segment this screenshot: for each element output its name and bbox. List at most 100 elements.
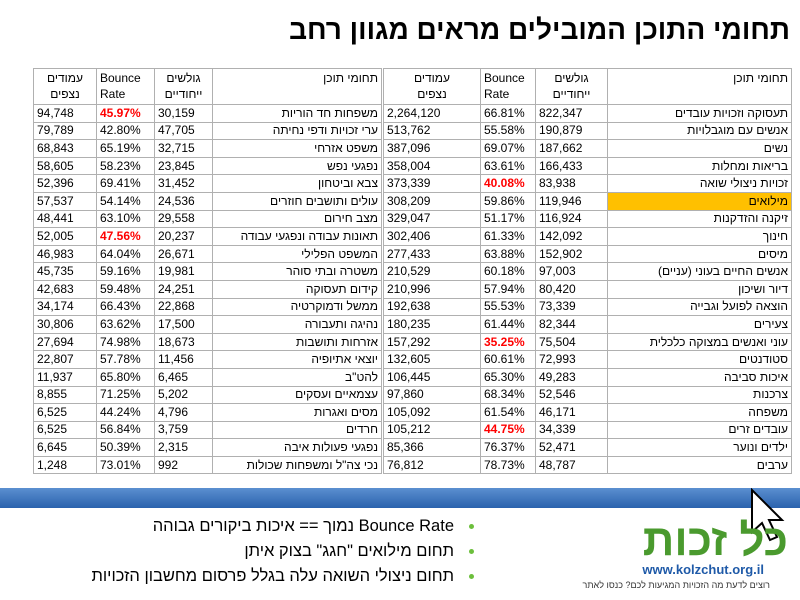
value-cell: 24,536 [154,191,213,211]
value-cell: 132,605 [383,350,481,369]
value-cell: 29,558 [154,209,213,229]
bullet-item: תחום ניצולי השואה עלה בגלל פרסום מחשבון … [91,565,478,590]
data-row: נפגעי פעולות איבה 2,315 50.39% 6,645 [33,438,382,457]
value-cell: 26,671 [154,244,213,264]
value-cell: 31,452 [154,174,213,193]
topic-cell: משפחה [607,403,792,422]
value-cell: 48,441 [33,209,97,229]
topic-cell: נהיגה ותעבורה [212,315,382,334]
value-cell: 47.56% [96,227,155,246]
data-row: מיסים 152,902 63.88% 277,433 [383,244,792,264]
topic-cell: יוצאי אתיופיה [212,350,382,369]
data-row: חינוך 142,092 61.33% 302,406 [383,227,792,246]
data-row: אנשים החיים בעוני (עניים) 97,003 60.18% 210… [383,262,792,281]
value-cell: 85,366 [383,438,481,457]
value-cell: 210,529 [383,262,481,281]
data-row: צעירים 82,344 61.44% 180,235 [383,315,792,334]
topic-cell: מיסים [607,244,792,264]
content-table: תחומי תוכן גולשים ייחודיים Bounce Rate עמודים… [33,68,382,475]
value-cell: 97,003 [535,262,608,281]
value-cell: 308,209 [383,191,481,211]
value-cell: 40.08% [480,174,536,193]
data-row: חרדים 3,759 56.84% 6,525 [33,420,382,440]
value-cell: 61.54% [480,403,536,422]
value-cell: 61.44% [480,315,536,334]
data-row: עוני ואנשים במצוקה כלכלית 75,504 35.25% 157… [383,332,792,352]
data-row: תעסוקה וזכויות עובדים 822,347 66.81% 2,264,… [383,104,792,123]
value-cell: 57.94% [480,279,536,299]
value-cell: 60.61% [480,350,536,369]
value-cell: 2,315 [154,438,213,457]
value-cell: 66.81% [480,104,536,123]
value-cell: 94,748 [33,104,97,123]
topic-cell: משפחות חד הוריות [212,104,382,123]
header-cell: Bounce Rate [96,68,155,105]
logo-name: כל זכות [642,516,788,565]
value-cell: 56.84% [96,420,155,440]
logo-url: www.kolzchut.org.il [642,562,764,577]
value-cell: 329,047 [383,209,481,229]
topic-cell: תאונות עבודה ונפגעי עבודה [212,227,382,246]
value-cell: 76,812 [383,455,481,475]
value-cell: 55.58% [480,121,536,141]
header-text: ייחודיים [164,87,203,101]
header-text: נצפים [50,87,80,101]
data-row: הוצאה לפועל וגבייה 73,339 55.53% 192,638 [383,297,792,317]
topic-cell: ילדים ונוער [607,438,792,457]
header-text: גולשים [166,71,201,85]
value-cell: 82,344 [535,315,608,334]
value-cell: 65.80% [96,367,155,387]
data-row: זכויות ניצולי שואה 83,938 40.08% 373,339 [383,174,792,193]
header-cell: תחומי תוכן [212,68,382,105]
header-text: Rate [100,87,126,101]
value-cell: 23,845 [154,156,213,176]
value-cell: 52,005 [33,227,97,246]
value-cell: 72,993 [535,350,608,369]
value-cell: 27,694 [33,332,97,352]
topic-cell: חרדים [212,420,382,440]
value-cell: 63.61% [480,156,536,176]
value-cell: 47,705 [154,121,213,141]
topic-cell: זיקנה והזדקנות [607,209,792,229]
value-cell: 65.30% [480,367,536,387]
value-cell: 34,174 [33,297,97,317]
value-cell: 42,683 [33,279,97,299]
value-cell: 105,092 [383,403,481,422]
value-cell: 79,789 [33,121,97,141]
value-cell: 97,860 [383,385,481,405]
topic-cell: הוצאה לפועל וגבייה [607,297,792,317]
header-text: גולשים [554,71,589,85]
value-cell: 68,843 [33,139,97,158]
value-cell: 5,202 [154,385,213,405]
value-cell: 1,248 [33,455,97,475]
value-cell: 63.10% [96,209,155,229]
value-cell: 50.39% [96,438,155,457]
data-row: זיקנה והזדקנות 116,924 51.17% 329,047 [383,209,792,229]
value-cell: 42.80% [96,121,155,141]
value-cell: 76.37% [480,438,536,457]
header-text: נצפים [417,87,447,101]
data-row: צבא וביטחון 31,452 69.41% 52,396 [33,174,382,193]
value-cell: 73,339 [535,297,608,317]
header-cell: תחומי תוכן [607,68,792,105]
value-cell: 44.75% [480,420,536,440]
value-cell: 54.14% [96,191,155,211]
value-cell: 11,456 [154,350,213,369]
header-cell: עמודים נצפים [383,68,481,105]
value-cell: 64.04% [96,244,155,264]
header-text: תחומי תוכן [323,71,378,85]
value-cell: 17,500 [154,315,213,334]
value-cell: 190,879 [535,121,608,141]
data-row: מסים ואגרות 4,796 44.24% 6,525 [33,403,382,422]
value-cell: 116,924 [535,209,608,229]
topic-cell: נפגעי פעולות איבה [212,438,382,457]
topic-cell: חינוך [607,227,792,246]
header-row: תחומי תוכן גולשים ייחודיים Bounce Rate עמודים… [383,68,792,105]
data-row: יוצאי אתיופיה 11,456 57.78% 22,807 [33,350,382,369]
header-text: עמודים [413,71,450,85]
value-cell: 52,396 [33,174,97,193]
topic-cell: תעסוקה וזכויות עובדים [607,104,792,123]
data-row: עצמאיים ועסקים 5,202 71.25% 8,855 [33,385,382,405]
value-cell: 992 [154,455,213,475]
header-row: תחומי תוכן גולשים ייחודיים Bounce Rate עמודים… [33,68,382,105]
